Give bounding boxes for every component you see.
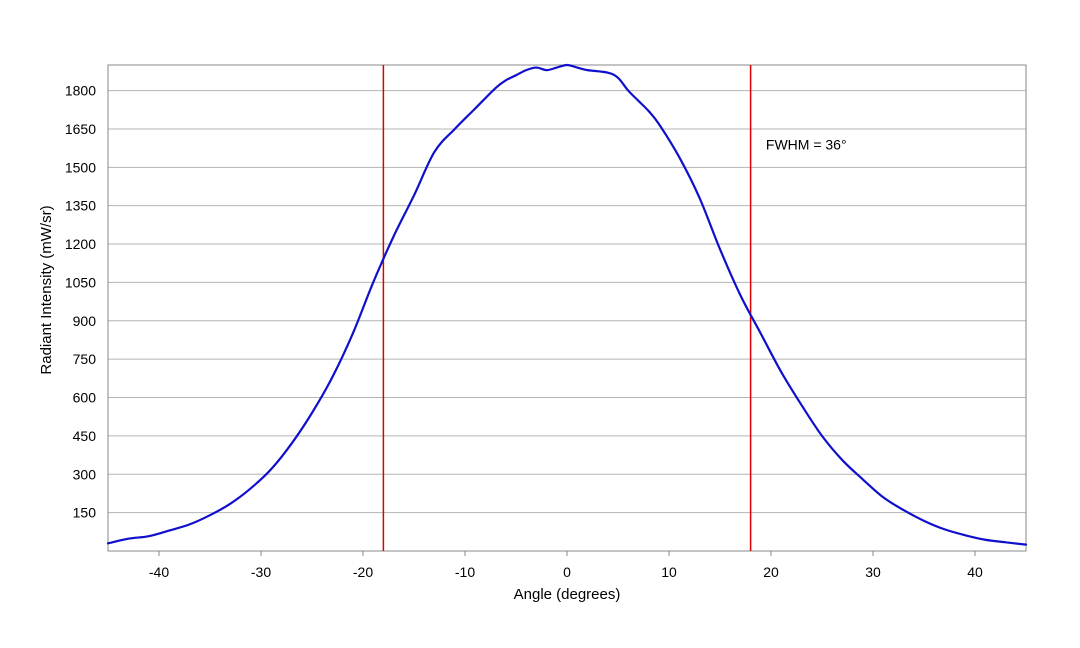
y-tick-label: 150 (73, 505, 97, 521)
y-axis-title: Radiant Intensity (mW/sr) (38, 205, 55, 374)
y-tick-label: 300 (73, 466, 97, 482)
x-tick-label: 10 (661, 564, 677, 580)
x-tick-label: -40 (149, 564, 169, 580)
y-tick-label: 1200 (65, 236, 96, 252)
vline-layer (382, 65, 752, 551)
fwhm-annotation: FWHM = 36° (766, 136, 847, 152)
y-tick-label: 900 (73, 313, 97, 329)
x-tick-label: -20 (353, 564, 373, 580)
plot-area-frame (107, 64, 1027, 552)
grid-layer (108, 90, 1026, 514)
y-tick-label: 1350 (65, 198, 96, 214)
y-tick-label: 1050 (65, 274, 96, 290)
annotation-layer: FWHM = 36° (766, 136, 847, 152)
x-tick-label: 30 (865, 564, 881, 580)
series-layer (106, 63, 1028, 546)
x-tick-label: 20 (763, 564, 779, 580)
y-tick-label: 450 (73, 428, 97, 444)
y-tick-label: 1800 (65, 83, 96, 99)
intensity-series-line (106, 63, 1028, 546)
x-tick-label: -30 (251, 564, 271, 580)
x-axis-title: Angle (degrees) (514, 586, 621, 603)
x-tick-label: 40 (967, 564, 983, 580)
y-tick-label: 1500 (65, 159, 96, 175)
y-tick-label: 750 (73, 351, 97, 367)
x-axis-ticks: -40 -30 -20 -10 0 10 20 30 40 (149, 551, 983, 580)
x-tick-label: -10 (455, 564, 475, 580)
y-axis-ticks: 150 300 450 600 750 900 1050 1200 1350 1500 1650 18… (65, 83, 96, 521)
y-tick-label: 600 (73, 390, 97, 406)
y-tick-label: 1650 (65, 121, 96, 137)
x-tick-label: 0 (563, 564, 571, 580)
